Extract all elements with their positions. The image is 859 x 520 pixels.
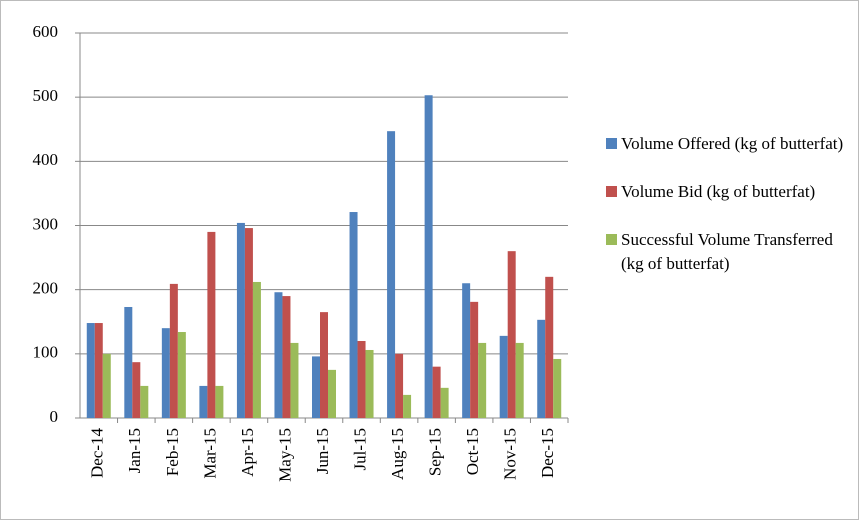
x-tick-label: Jul-15 [350,428,369,471]
bar [507,251,516,418]
x-tick-label: Jan-15 [125,428,144,473]
bar [312,356,320,418]
bar [357,341,366,418]
bar [177,332,186,418]
bar [470,301,479,418]
bar [395,353,404,418]
y-tick-label: 200 [33,279,59,298]
legend-label: Volume Bid (kg of butterfat) [621,182,816,201]
x-tick-label: Apr-15 [238,428,257,477]
y-tick-label: 500 [33,86,59,105]
bar [132,362,141,418]
x-tick-label: Dec-14 [88,428,107,479]
bar [252,281,261,418]
bar [207,231,216,418]
y-tick-label: 400 [33,150,59,169]
bar [545,276,554,418]
bar [169,283,178,418]
bar [478,342,487,418]
bar [349,212,358,418]
bar [387,131,396,419]
legend-label: Volume Offered (kg of butterfat) [621,134,844,153]
legend: Volume Offered (kg of butterfat) Volume B… [606,132,851,300]
bar [432,366,441,418]
x-tick-label: Dec-15 [538,428,557,478]
bar [537,319,546,418]
bar [440,387,449,418]
x-tick-label: Mar-15 [200,428,219,479]
legend-item: Volume Bid (kg of butterfat) [606,180,851,204]
legend-item: Volume Offered (kg of butterfat) [606,132,851,156]
y-tick-label: 600 [33,22,59,41]
bar [282,296,291,418]
bar [102,353,111,418]
x-tick-label: Sep-15 [426,428,445,476]
bar [365,349,374,418]
legend-swatch [606,138,617,149]
x-tick-label: Aug-15 [388,428,407,480]
bar [424,95,433,418]
x-tick-label: Jun-15 [313,428,332,474]
bar [462,283,471,418]
bar [124,306,133,418]
bar [140,385,149,418]
x-tick-label: Nov-15 [501,428,520,480]
bar [274,292,283,418]
bar [161,328,170,418]
bar [244,228,253,418]
bar [403,394,412,418]
bar [215,385,224,418]
bar [553,358,562,418]
x-tick-label: Feb-15 [163,428,182,476]
bar [290,342,299,418]
y-tick-label: 100 [33,343,59,362]
y-tick-label: 0 [50,407,59,426]
bar [236,222,245,418]
y-tick-label: 300 [33,214,59,233]
bar [94,323,103,418]
legend-swatch [606,234,617,245]
legend-swatch [606,186,617,197]
legend-label: Successful Volume Transferred (kg of but… [621,230,833,273]
x-tick-label: May-15 [275,428,294,482]
x-tick-label: Oct-15 [463,428,482,475]
bar [515,342,524,418]
bar [199,385,208,418]
legend-item: Successful Volume Transferred (kg of but… [606,228,851,276]
bar [499,335,508,418]
bar [86,323,95,418]
bar [320,312,328,418]
bar [328,369,336,418]
